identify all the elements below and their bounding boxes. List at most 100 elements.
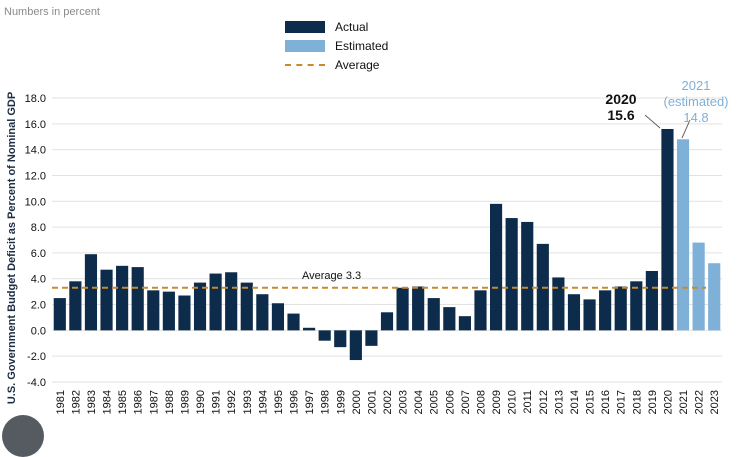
x-tick-label: 1986 — [133, 390, 145, 414]
bar-2006 — [443, 307, 456, 331]
x-tick-label: 1989 — [179, 390, 191, 414]
x-tick-label: 2019 — [647, 390, 659, 414]
annotation-2020-year: 2020 — [605, 91, 636, 107]
average-label: Average 3.3 — [302, 270, 361, 282]
x-tick-label: 2004 — [413, 390, 425, 414]
annotation-2021-value: 14.8 — [683, 110, 708, 125]
y-tick-label: 8.0 — [31, 222, 46, 234]
bar-2021 — [676, 139, 690, 331]
x-tick-label: 1996 — [289, 390, 301, 414]
bar-2001 — [365, 330, 378, 346]
bar-1982 — [69, 281, 82, 331]
x-tick-label: 2017 — [616, 390, 628, 414]
x-tick-label: 2000 — [351, 390, 363, 414]
bar-2015 — [583, 299, 596, 331]
units-note: Numbers in percent — [4, 6, 100, 18]
x-tick-label: 2002 — [382, 390, 394, 414]
x-tick-label: 2011 — [522, 390, 534, 414]
bar-1986 — [131, 267, 144, 331]
bar-2022 — [692, 242, 705, 331]
x-tick-label: 1998 — [320, 390, 332, 414]
x-tick-label: 1987 — [148, 390, 160, 414]
x-tick-label: 1997 — [304, 390, 316, 414]
y-tick-label: 12.0 — [25, 170, 46, 182]
annotation-2021-sub: (estimated) — [663, 94, 728, 109]
x-tick-labels: 1981 1982 1983 1984 1985 1986 1987 1988 1989 1990… — [55, 390, 721, 414]
y-tick-label: -2.0 — [27, 351, 46, 363]
bar-1981 — [53, 298, 66, 331]
x-tick-label: 2006 — [444, 390, 456, 414]
y-tick-label: 6.0 — [31, 248, 46, 260]
legend-swatch-estimated — [285, 39, 325, 52]
annotation-2020-value: 15.6 — [607, 107, 634, 123]
legend-label-actual: Actual — [335, 19, 369, 34]
x-tick-label: 2013 — [553, 390, 565, 414]
y-axis-label: U.S. Government Budget Deficit as Percen… — [6, 91, 18, 405]
bar-2020 — [661, 128, 674, 331]
bar-2010 — [505, 218, 518, 331]
bars — [53, 128, 721, 361]
bar-1994 — [256, 294, 269, 331]
bar-1985 — [116, 265, 129, 331]
leader-line-2021 — [681, 119, 691, 139]
bar-2011 — [521, 221, 534, 331]
x-tick-label: 2003 — [398, 390, 410, 414]
x-tick-label: 2012 — [538, 390, 550, 414]
x-tick-label: 2009 — [491, 390, 503, 414]
x-tick-label: 2021 — [678, 390, 690, 414]
x-tick-label: 2008 — [475, 390, 487, 414]
x-tick-label: 1994 — [257, 390, 269, 414]
bar-2005 — [427, 298, 440, 331]
legend-item-average: Average — [285, 55, 388, 74]
x-tick-label: 2016 — [600, 390, 612, 414]
legend-item-actual: Actual — [285, 17, 388, 36]
annotation-2021-year: 2021 — [682, 78, 711, 93]
x-tick-label: 2022 — [694, 390, 706, 414]
bar-2019 — [645, 270, 658, 331]
bar-1991 — [209, 273, 222, 331]
y-tick-labels: 18.0 16.0 14.0 12.0 10.0 8.0 6.0 4.0 2.0 0.0 -2.0 -… — [25, 93, 46, 389]
y-tick-label: 0.0 — [31, 325, 46, 337]
x-tick-label: 1983 — [86, 390, 98, 414]
x-tick-label: 2010 — [507, 390, 519, 414]
x-tick-label: 2023 — [709, 390, 721, 414]
bar-2023 — [708, 263, 721, 331]
x-tick-label: 2018 — [631, 390, 643, 414]
bar-1997 — [303, 327, 316, 331]
floating-avatar-circle[interactable] — [2, 415, 44, 457]
legend: Actual Estimated Average — [285, 17, 388, 74]
bar-1995 — [271, 303, 285, 331]
legend-label-estimated: Estimated — [335, 38, 389, 53]
bar-1996 — [287, 313, 300, 331]
bar-2002 — [380, 312, 394, 331]
bar-2009 — [489, 203, 503, 331]
y-tick-label: 16.0 — [25, 119, 46, 131]
x-tick-label: 1988 — [164, 390, 176, 414]
legend-swatch-actual — [285, 20, 325, 33]
bar-2000 — [349, 330, 362, 361]
bar-1987 — [147, 290, 160, 331]
bar-2003 — [396, 287, 409, 331]
bar-2017 — [614, 286, 627, 331]
gridlines — [52, 97, 722, 383]
bar-2008 — [474, 290, 487, 331]
y-tick-label: 4.0 — [31, 274, 46, 286]
x-tick-label: 1990 — [195, 390, 207, 414]
bar-1988 — [162, 291, 175, 331]
y-tick-label: 18.0 — [25, 93, 46, 105]
x-tick-label: 1993 — [242, 390, 254, 414]
x-tick-label: 2007 — [460, 390, 472, 414]
legend-label-average: Average — [335, 57, 380, 72]
x-tick-label: 1999 — [335, 390, 347, 414]
x-tick-label: 2020 — [662, 390, 674, 414]
leader-line-2020 — [644, 114, 661, 129]
x-tick-label: 2015 — [585, 390, 597, 414]
bar-2014 — [567, 294, 581, 331]
legend-swatch-average — [285, 63, 325, 66]
y-tick-label: 2.0 — [31, 300, 46, 312]
y-tick-label: 10.0 — [25, 196, 46, 208]
x-tick-label: 1992 — [226, 390, 238, 414]
bar-2018 — [630, 281, 643, 331]
x-tick-label: 1995 — [273, 390, 285, 414]
bar-1992 — [225, 272, 238, 331]
